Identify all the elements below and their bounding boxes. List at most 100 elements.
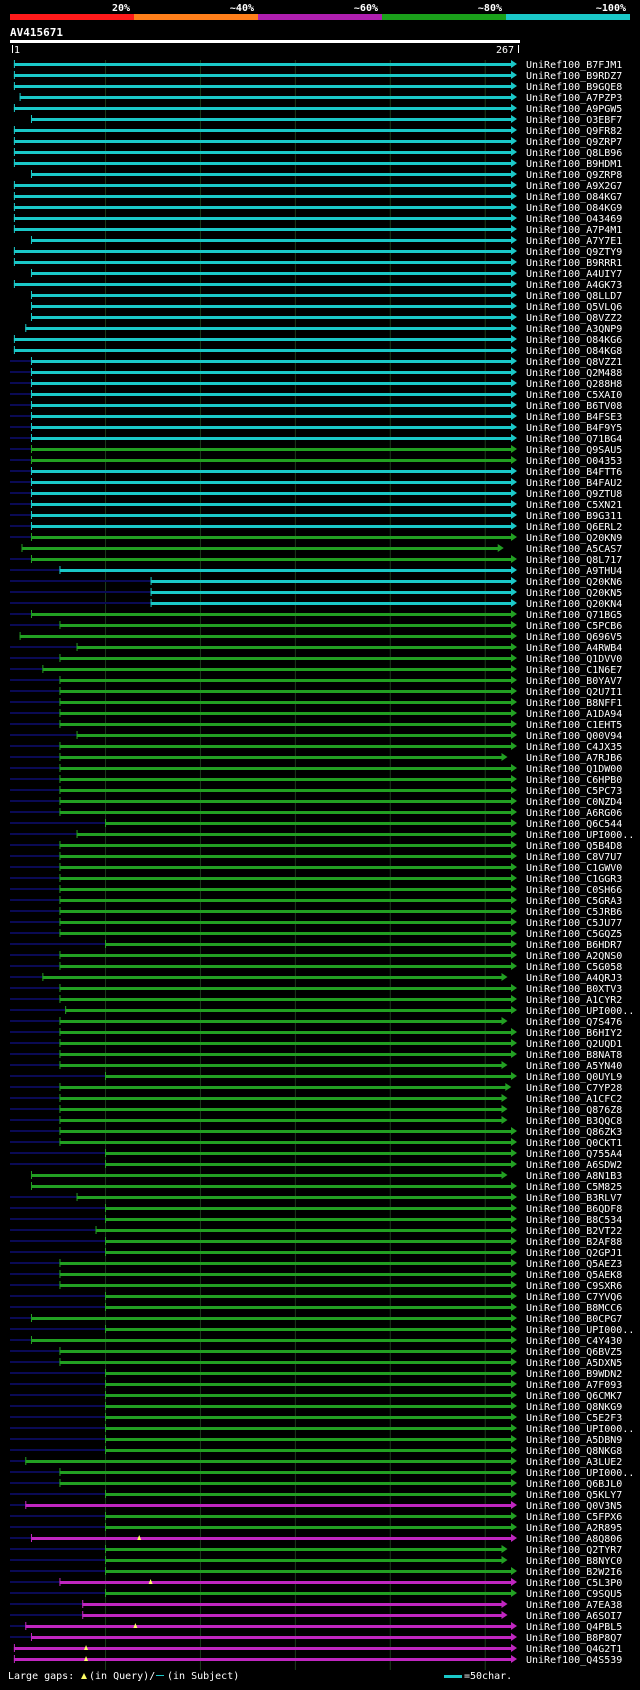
hit-arrow (511, 346, 517, 354)
hit-label: UniRef100_C7YVQ6 (526, 1292, 622, 1303)
hit-label: UniRef100_Q696V5 (526, 632, 622, 643)
unaligned-span (10, 1614, 83, 1616)
hit-label: UniRef100_Q20KN5 (526, 588, 622, 599)
hit-row: UniRef100_UPI000.. (10, 1468, 634, 1479)
hit-label: UniRef100_A5DXN5 (526, 1358, 622, 1369)
hit-arrow (511, 93, 517, 101)
hit-arrow (511, 1204, 517, 1212)
hit-row: UniRef100_Q00V94 (10, 731, 622, 742)
hit-arrow (497, 544, 504, 552)
hit-row: UniRef100_Q0UYL9 (10, 1072, 622, 1083)
query-id: AV415671 (10, 26, 63, 39)
hit-arrow (511, 1281, 517, 1289)
hit-arrow (511, 709, 517, 717)
unaligned-span (10, 1229, 96, 1231)
hit-bar (76, 646, 512, 649)
hit-label: UniRef100_Q1DW00 (526, 764, 622, 775)
hit-row: UniRef100_C5FPX6 (10, 1512, 622, 1523)
hit-bar (59, 932, 513, 935)
hit-arrow (511, 808, 517, 816)
unaligned-span (10, 624, 60, 626)
unaligned-span (10, 404, 31, 406)
hit-bar (30, 536, 513, 539)
hit-bar (59, 800, 513, 803)
hit-bar (30, 426, 513, 429)
hit-bar (13, 349, 512, 352)
hit-row: UniRef100_C9SQU5 (10, 1589, 622, 1600)
hit-bar (30, 404, 513, 407)
hit-label: UniRef100_Q9FR82 (526, 126, 622, 137)
unaligned-span (10, 1141, 60, 1143)
hit-bar (21, 547, 499, 550)
hit-bar (30, 1537, 513, 1540)
hit-label: UniRef100_C5G058 (526, 962, 622, 973)
hit-arrow (511, 676, 517, 684)
hit-bar (59, 987, 513, 990)
unaligned-span (10, 602, 151, 604)
unaligned-span (10, 690, 60, 692)
hit-label: UniRef100_C5FPX6 (526, 1512, 622, 1523)
hit-label: UniRef100_B8NFF1 (526, 698, 622, 709)
hit-arrow (511, 456, 517, 464)
hit-arrow (511, 665, 517, 673)
hit-label: UniRef100_Q1DVV0 (526, 654, 622, 665)
hit-row: UniRef100_B7FJM1 (13, 60, 622, 71)
hit-arrow (511, 1182, 517, 1190)
unaligned-span (10, 1460, 26, 1462)
hit-bar (59, 877, 513, 880)
hit-label: UniRef100_A1DA94 (526, 709, 622, 720)
hit-bar (59, 1350, 513, 1353)
unaligned-span (10, 1372, 106, 1374)
unaligned-span (10, 371, 31, 373)
unaligned-span (10, 1636, 31, 1638)
unaligned-span (10, 745, 60, 747)
hit-label: UniRef100_UPI000.. (526, 1424, 634, 1435)
hit-label: UniRef100_A5DBN9 (526, 1435, 622, 1446)
hit-label: UniRef100_Q71BG4 (526, 434, 622, 445)
hit-label: UniRef100_Q9ZRP7 (526, 137, 622, 148)
unaligned-span (10, 1625, 26, 1627)
hit-bar (30, 492, 513, 495)
hit-row: UniRef100_Q5AEK8 (10, 1270, 622, 1281)
hit-bar (30, 272, 513, 275)
hit-bar (30, 1317, 513, 1320)
hit-label: UniRef100_B4FSE3 (526, 412, 622, 423)
hit-arrow (511, 1501, 517, 1509)
unaligned-span (10, 723, 60, 725)
hit-row: UniRef100_B8NYC0 (10, 1556, 622, 1567)
hit-row: UniRef100_B0CPG7 (10, 1314, 622, 1325)
unaligned-span (10, 481, 31, 483)
hit-row: UniRef100_Q7S476 (10, 1017, 622, 1028)
hit-label: UniRef100_Q0UYL9 (526, 1072, 622, 1083)
hit-bar (13, 206, 512, 209)
hit-row: UniRef100_C5G058 (10, 962, 622, 973)
hit-bar (59, 1020, 503, 1023)
hit-bar (30, 437, 513, 440)
unaligned-span (10, 1163, 106, 1165)
hit-label: UniRef100_C5PC73 (526, 786, 622, 797)
hit-row: UniRef100_B9RDZ7 (13, 71, 622, 82)
hit-row: UniRef100_Q9ZRP8 (30, 170, 622, 181)
identity-scale-segment (10, 14, 134, 20)
hit-arrow (501, 1600, 508, 1608)
hit-arrow (511, 962, 517, 970)
hit-bar (59, 745, 513, 748)
hit-row: UniRef100_Q8NKG8 (10, 1446, 622, 1457)
hit-arrow (501, 1017, 508, 1025)
identity-scale-label: ~100% (596, 3, 626, 14)
query-bar (10, 40, 520, 43)
hit-bar (82, 1603, 503, 1606)
hit-arrow (511, 533, 517, 541)
unaligned-span (10, 734, 77, 736)
unaligned-span (10, 1581, 60, 1583)
hit-label: UniRef100_C6HPB0 (526, 775, 622, 786)
hit-bar (150, 602, 513, 605)
hit-arrow (511, 1248, 517, 1256)
hit-arrow (511, 302, 517, 310)
hit-bar (105, 1548, 503, 1551)
hit-bar (105, 1592, 513, 1595)
unaligned-span (10, 1009, 66, 1011)
hit-bar (59, 910, 513, 913)
hit-label: UniRef100_UPI000.. (526, 1006, 634, 1017)
